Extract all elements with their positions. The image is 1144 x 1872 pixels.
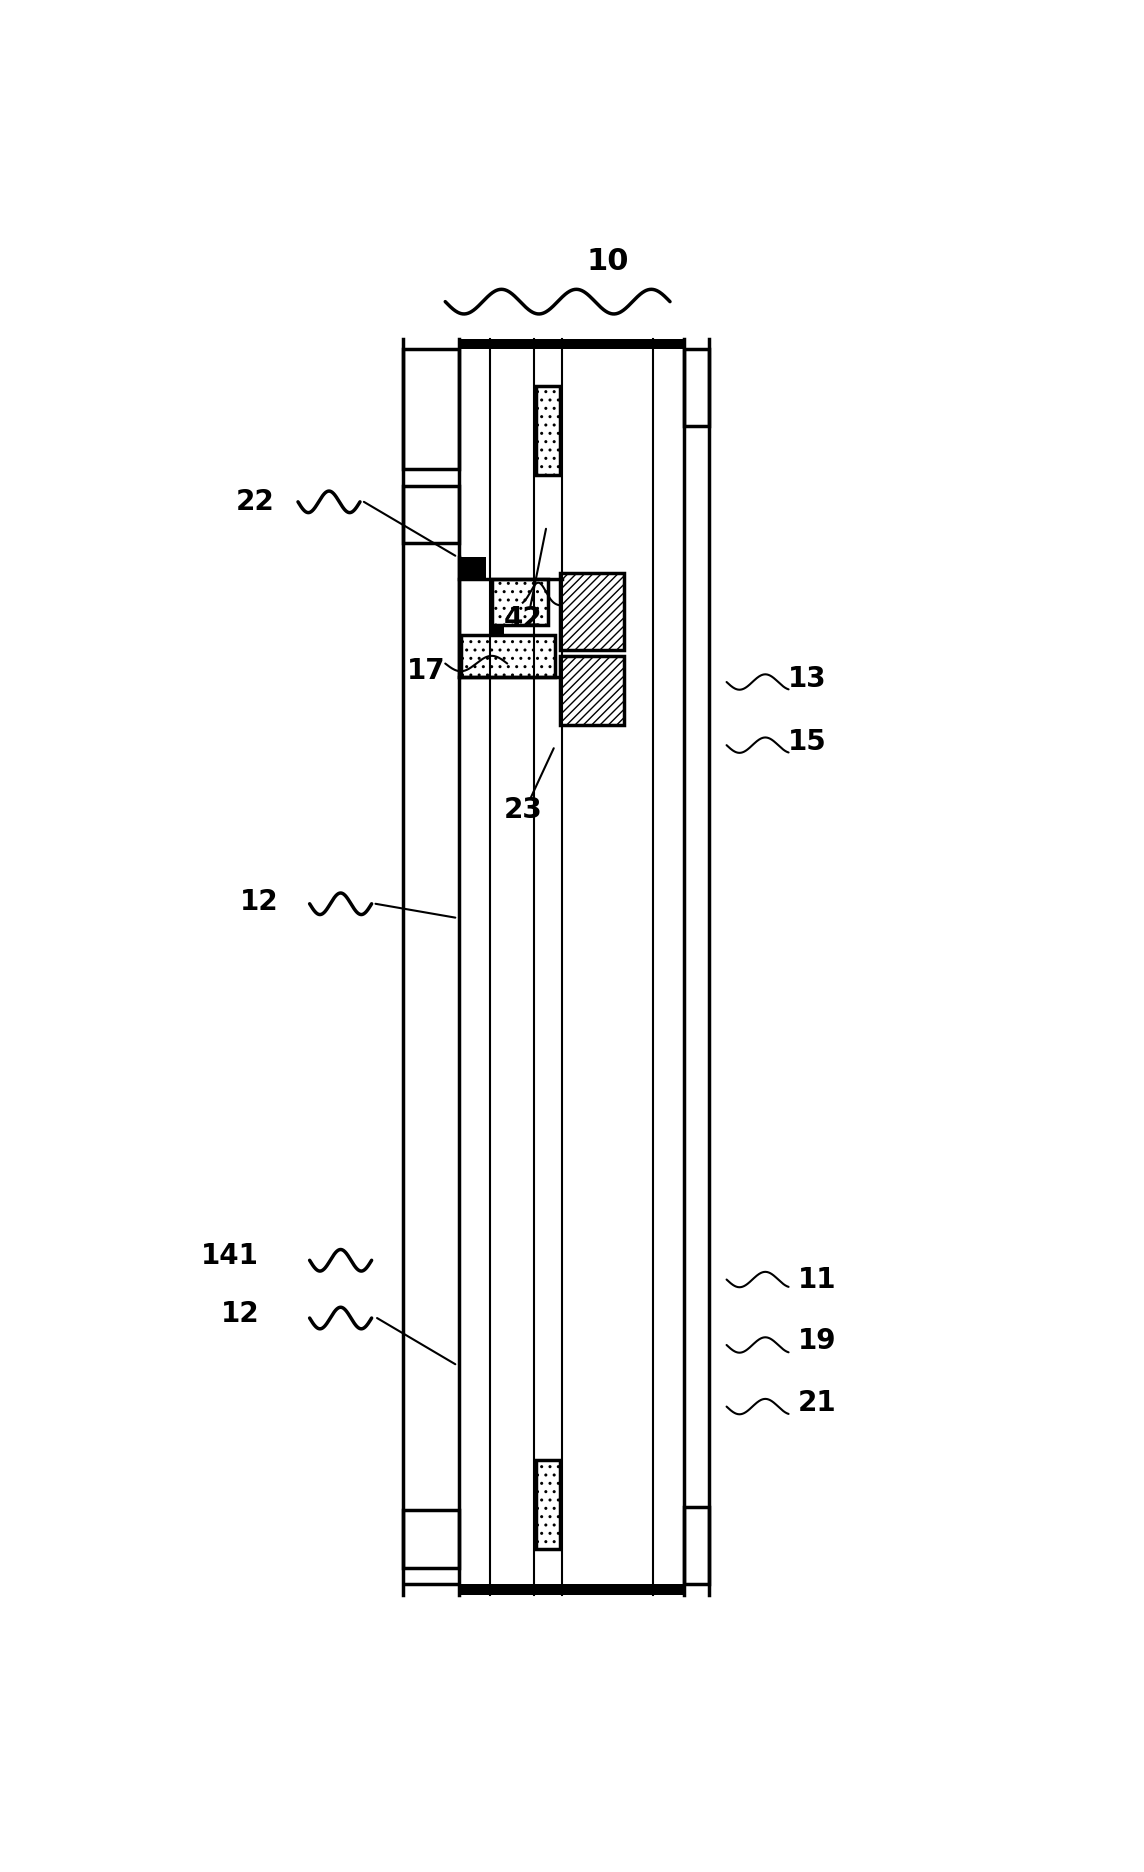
Text: 10: 10 bbox=[587, 247, 629, 275]
Bar bbox=[403, 350, 459, 468]
Bar bbox=[559, 655, 623, 724]
Text: 12: 12 bbox=[240, 887, 279, 915]
Bar bbox=[403, 1511, 459, 1567]
Text: 15: 15 bbox=[788, 728, 827, 756]
Bar bbox=[490, 625, 505, 636]
Bar bbox=[461, 558, 485, 578]
Bar bbox=[684, 1507, 709, 1584]
Text: 13: 13 bbox=[788, 665, 826, 693]
Text: 19: 19 bbox=[797, 1327, 836, 1355]
Bar bbox=[459, 339, 684, 350]
Bar bbox=[535, 1460, 559, 1548]
Bar bbox=[684, 350, 709, 427]
Bar bbox=[559, 573, 623, 650]
Text: 22: 22 bbox=[236, 489, 275, 517]
Text: 42: 42 bbox=[503, 605, 542, 633]
Bar bbox=[535, 386, 559, 475]
Text: 11: 11 bbox=[797, 1265, 836, 1294]
Bar bbox=[461, 635, 555, 678]
Text: 23: 23 bbox=[503, 796, 542, 824]
Text: 17: 17 bbox=[406, 657, 445, 685]
Bar bbox=[459, 1584, 684, 1595]
Text: 21: 21 bbox=[797, 1389, 836, 1417]
Text: 12: 12 bbox=[221, 1301, 260, 1329]
Text: 141: 141 bbox=[201, 1243, 260, 1271]
Bar bbox=[492, 578, 548, 625]
Bar bbox=[403, 485, 459, 543]
